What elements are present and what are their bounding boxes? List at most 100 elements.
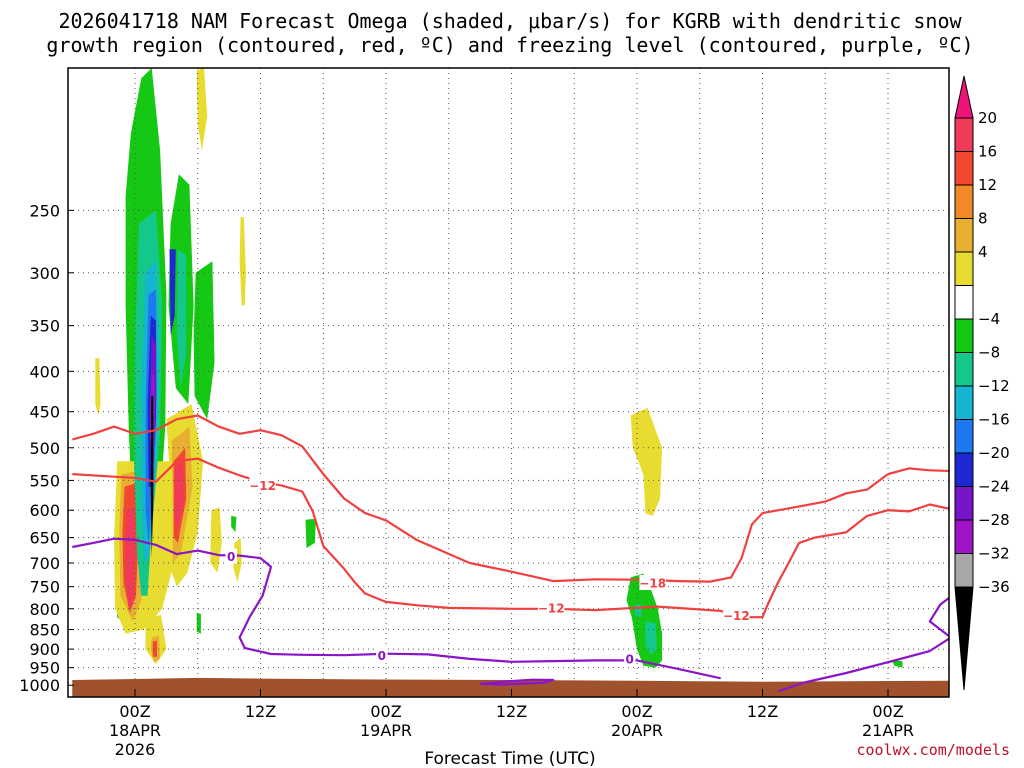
colorbar-box-5	[954, 285, 974, 320]
ytick-label-850: 850	[29, 621, 60, 640]
colorbar-label-11: −28	[978, 511, 1010, 529]
contour-line-2	[72, 537, 721, 680]
xtick-label-3: 12Z	[496, 702, 527, 721]
contour-line-1	[72, 414, 949, 583]
contour-layer: −12 −12 −12 −18 0 0 0	[72, 414, 949, 693]
colorbar-box-7	[954, 352, 974, 387]
colorbar-box-0	[954, 117, 974, 152]
colorbar-label-12: −32	[978, 545, 1010, 563]
omega-region-0	[196, 68, 208, 151]
contour-label-bg-0-1	[537, 599, 565, 615]
ytick-label-700: 700	[29, 554, 60, 573]
colorbar-label-4: 4	[978, 243, 988, 261]
colorbar-label-5: −4	[978, 310, 1000, 328]
ytick-label-400: 400	[29, 362, 60, 381]
ground-terrain	[72, 677, 949, 697]
colorbar: 20 16 12 8 4 −4 −8 −12 −16 −20 −24 −28 −32 −36	[954, 75, 1010, 691]
ytick-label-750: 750	[29, 578, 60, 597]
colorbar-top-arrow	[954, 75, 974, 119]
omega-shading-layer	[95, 68, 903, 668]
ytick-label-1000: 1000	[19, 676, 60, 695]
xtick-year-0: 2026	[115, 740, 156, 759]
omega-region-32	[630, 407, 663, 516]
colorbar-label-6: −8	[978, 344, 1000, 362]
colorbar-box-8	[954, 385, 974, 420]
contour-label-1-0: −18	[639, 576, 666, 590]
ytick-label-900: 900	[29, 640, 60, 659]
ytick-label-450: 450	[29, 403, 60, 422]
ytick-label-950: 950	[29, 659, 60, 678]
contour-label-2-0: 0	[227, 550, 235, 564]
xtick-label-0: 00Z	[119, 702, 150, 721]
contour-label-2-1: 0	[378, 649, 386, 663]
ytick-label-300: 300	[29, 264, 60, 283]
contour-label-0-2: −12	[723, 609, 750, 623]
colorbar-box-6	[954, 318, 974, 353]
colorbar-label-9: −20	[978, 444, 1010, 462]
omega-region-19	[174, 461, 184, 533]
omega-region-29	[231, 515, 237, 533]
colorbar-label-7: −12	[978, 377, 1010, 395]
colorbar-label-0: 20	[978, 109, 997, 127]
xtick-date-6: 21APR	[862, 721, 914, 740]
chart-title-line2: growth region (contoured, red, ºC) and f…	[46, 33, 973, 57]
colorbar-label-8: −16	[978, 411, 1010, 429]
xtick-label-4: 00Z	[621, 702, 652, 721]
contour-label-bg-0-0	[249, 477, 276, 493]
omega-region-30	[305, 518, 316, 548]
colorbar-box-1	[954, 151, 974, 186]
omega-region-18	[125, 507, 135, 609]
xtick-date-0: 18APR	[109, 721, 161, 740]
chart-title-line1: 2026041718 NAM Forecast Omega (shaded, μ…	[58, 9, 962, 33]
colorbar-box-13	[954, 553, 974, 588]
contour-label-0-1: −12	[538, 601, 565, 615]
omega-region-38	[892, 660, 903, 668]
contour-label-2-2: 0	[625, 653, 633, 667]
colorbar-label-13: −36	[978, 578, 1010, 596]
colorbar-bottom-arrow	[954, 586, 974, 691]
x-axis-label: Forecast Time (UTC)	[424, 749, 595, 768]
colorbar-box-10	[954, 452, 974, 487]
xtick-date-4: 20APR	[611, 721, 663, 740]
ytick-label-650: 650	[29, 529, 60, 548]
contour-line-3	[480, 678, 555, 686]
colorbar-label-1: 16	[978, 143, 997, 161]
colorbar-box-9	[954, 419, 974, 454]
contour-label-bg-2-1	[376, 647, 388, 663]
omega-region-10	[210, 507, 222, 573]
contour-label-0-0: −12	[249, 479, 276, 493]
omega-region-25	[169, 249, 176, 336]
ytick-label-800: 800	[29, 600, 60, 619]
omega-region-28	[150, 396, 154, 559]
contour-label-bg-1-0	[639, 574, 666, 590]
omega-region-5	[193, 261, 215, 420]
xtick-label-1: 12Z	[245, 702, 276, 721]
omega-region-17	[152, 640, 157, 657]
omega-region-21	[176, 249, 187, 389]
xtick-date-2: 19APR	[360, 721, 412, 740]
contour-line-0	[72, 457, 949, 619]
ytick-label-500: 500	[29, 439, 60, 458]
ytick-label-600: 600	[29, 501, 60, 520]
xtick-label-2: 00Z	[370, 702, 401, 721]
plot-frame	[67, 67, 950, 698]
contour-label-bg-2-0	[225, 548, 237, 564]
colorbar-box-4	[954, 251, 974, 286]
colorbar-box-3	[954, 218, 974, 253]
colorbar-label-2: 12	[978, 176, 997, 194]
credit-text: coolwx.com/models	[856, 741, 1010, 759]
ytick-label-250: 250	[29, 201, 60, 220]
colorbar-box-12	[954, 519, 974, 554]
contour-line-4	[777, 596, 949, 693]
omega-region-1	[239, 217, 246, 306]
contour-label-bg-0-2	[723, 607, 750, 623]
ytick-label-550: 550	[29, 471, 60, 490]
omega-region-2	[95, 358, 101, 416]
colorbar-box-11	[954, 486, 974, 521]
ytick-label-350: 350	[29, 317, 60, 336]
omega-region-35	[634, 604, 642, 618]
colorbar-label-3: 8	[978, 210, 988, 228]
xtick-label-5: 12Z	[747, 702, 778, 721]
